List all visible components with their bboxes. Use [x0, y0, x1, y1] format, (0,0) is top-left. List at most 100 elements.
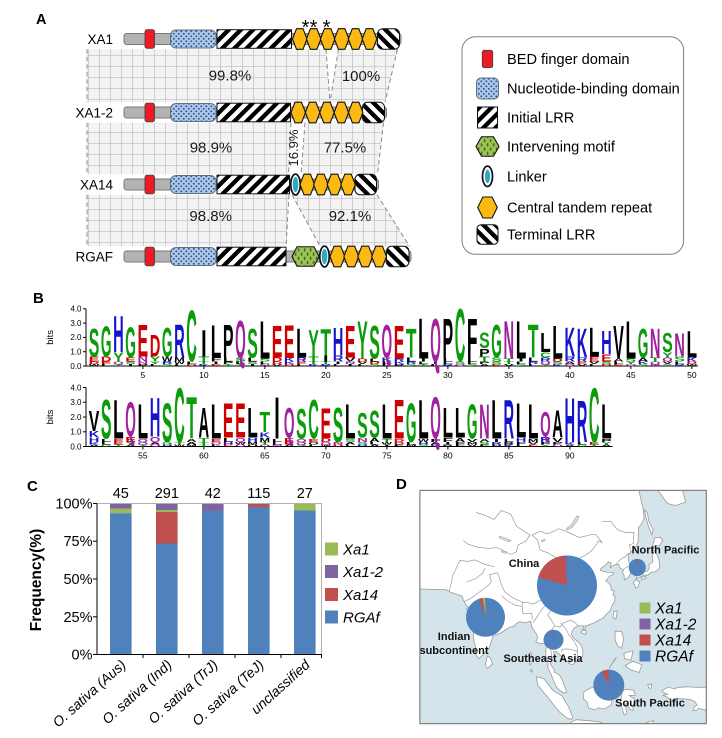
svg-text:L: L	[296, 364, 308, 367]
svg-text:Intervening motif: Intervening motif	[507, 140, 616, 156]
svg-text:S: S	[296, 400, 307, 448]
svg-text:G: G	[406, 393, 417, 454]
svg-text:W: W	[235, 441, 247, 446]
svg-text:W: W	[174, 444, 185, 447]
svg-text:L: L	[613, 361, 624, 365]
svg-text:Q: Q	[540, 361, 551, 365]
svg-text:I: I	[445, 441, 451, 446]
svg-text:P: P	[479, 347, 490, 360]
svg-text:E: E	[528, 444, 539, 447]
svg-text:0.0: 0.0	[70, 362, 82, 371]
svg-text:Q: Q	[565, 364, 576, 367]
svg-text:V: V	[552, 437, 564, 443]
svg-text:K: K	[382, 357, 393, 363]
svg-text:V: V	[357, 361, 368, 365]
svg-text:E: E	[89, 355, 100, 363]
svg-text:China: China	[509, 558, 540, 570]
svg-text:L: L	[345, 394, 356, 449]
svg-text:Q: Q	[321, 441, 332, 446]
svg-text:L: L	[333, 364, 345, 367]
svg-text:S: S	[455, 361, 466, 365]
svg-text:L: L	[345, 444, 357, 447]
svg-text:E: E	[601, 353, 612, 364]
svg-text:A: A	[150, 441, 162, 446]
svg-text:K: K	[504, 444, 516, 447]
svg-text:Q: Q	[455, 364, 466, 367]
svg-text:L: L	[528, 364, 540, 367]
svg-text:S: S	[491, 361, 502, 365]
svg-text:N: N	[138, 361, 149, 365]
svg-text:10: 10	[199, 370, 209, 380]
svg-text:L: L	[382, 394, 393, 449]
svg-text:N: N	[504, 311, 515, 371]
svg-text:L: L	[589, 321, 600, 366]
svg-text:E: E	[589, 355, 600, 363]
svg-text:Q: Q	[296, 438, 307, 443]
svg-text:A: A	[36, 12, 47, 28]
svg-text:S: S	[479, 441, 490, 446]
svg-text:T: T	[589, 444, 601, 447]
svg-text:Nucleotide-binding domain: Nucleotide-binding domain	[507, 82, 680, 98]
svg-text:V: V	[467, 438, 479, 443]
svg-text:35: 35	[504, 370, 514, 380]
svg-text:T: T	[321, 361, 332, 365]
svg-text:XA1: XA1	[87, 32, 113, 47]
svg-text:D: D	[150, 328, 161, 363]
svg-text:N: N	[650, 322, 661, 367]
svg-text:Q: Q	[650, 361, 661, 365]
svg-text:Y: Y	[113, 351, 124, 364]
svg-text:H: H	[333, 321, 344, 365]
svg-text:N: N	[345, 361, 356, 365]
svg-text:RGAF: RGAF	[75, 249, 113, 264]
svg-text:R: R	[321, 364, 333, 367]
svg-text:C: C	[540, 351, 552, 359]
svg-text:15: 15	[260, 370, 270, 380]
svg-text:S: S	[369, 364, 380, 367]
svg-text:D: D	[394, 438, 405, 443]
svg-text:D: D	[687, 361, 699, 365]
svg-text:Y: Y	[540, 444, 551, 447]
svg-text:R: R	[565, 355, 577, 363]
svg-text:3.0: 3.0	[70, 398, 82, 407]
svg-text:N: N	[272, 444, 283, 447]
svg-text:V: V	[272, 364, 283, 367]
svg-text:L: L	[101, 441, 112, 446]
svg-text:A: A	[369, 444, 381, 447]
svg-text:C: C	[174, 372, 185, 459]
svg-text:L: L	[540, 328, 551, 359]
svg-text:L: L	[101, 364, 113, 367]
svg-text:*: *	[323, 17, 331, 39]
svg-text:I: I	[201, 322, 207, 364]
svg-text:G: G	[491, 316, 502, 369]
svg-text:Frequency(%): Frequency(%)	[28, 529, 45, 632]
svg-text:F: F	[540, 441, 551, 446]
svg-text:L: L	[406, 441, 417, 446]
svg-text:S: S	[626, 358, 637, 363]
svg-text:BED finger domain: BED finger domain	[507, 52, 630, 68]
svg-text:S: S	[662, 328, 673, 359]
svg-text:R: R	[406, 361, 418, 365]
svg-text:F: F	[394, 444, 406, 447]
svg-text:M: M	[528, 438, 539, 443]
svg-text:M: M	[260, 437, 271, 443]
svg-text:Q: Q	[662, 357, 673, 363]
svg-text:42: 42	[205, 486, 221, 502]
svg-text:115: 115	[247, 486, 270, 502]
svg-text:W: W	[89, 364, 100, 367]
svg-text:T: T	[199, 444, 211, 447]
svg-text:E: E	[345, 317, 356, 368]
svg-text:bits: bits	[45, 409, 56, 424]
svg-text:L: L	[552, 317, 563, 370]
svg-text:S: S	[638, 364, 649, 367]
svg-text:South Pacific: South Pacific	[615, 697, 685, 709]
svg-text:E: E	[284, 316, 295, 369]
svg-text:Y: Y	[626, 361, 637, 365]
svg-text:4.0: 4.0	[70, 305, 82, 314]
svg-text:W: W	[321, 444, 332, 447]
svg-text:S: S	[406, 364, 417, 367]
svg-text:A: A	[479, 438, 490, 443]
svg-text:L: L	[577, 441, 588, 446]
svg-text:T: T	[406, 322, 417, 367]
svg-text:V: V	[467, 444, 478, 447]
svg-text:S: S	[101, 390, 112, 451]
